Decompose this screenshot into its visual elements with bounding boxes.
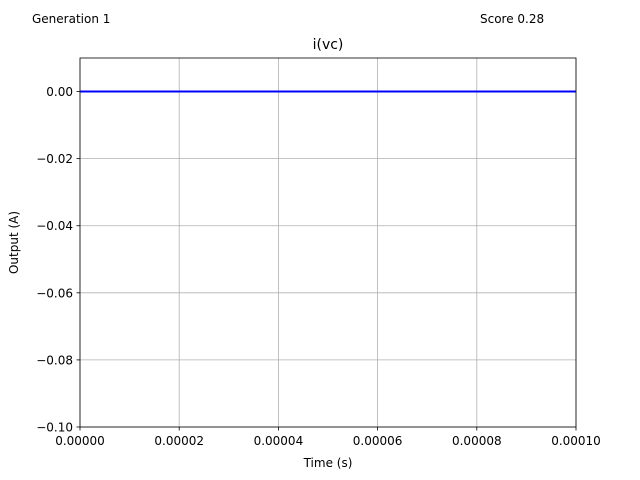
- x-tick-label: 0.00002: [154, 434, 204, 448]
- y-axis-label: Output (A): [7, 211, 21, 274]
- x-tick-label: 0.00004: [254, 434, 304, 448]
- axis-ticks: 0.00000 0.00002 0.00004 0.00006 0.00008 0.000…: [36, 85, 601, 448]
- y-tick-label: −0.08: [36, 353, 73, 367]
- y-tick-label: −0.10: [36, 421, 73, 435]
- grid-lines: [79, 58, 577, 428]
- x-axis-label: Time (s): [303, 456, 353, 470]
- y-tick-label: −0.02: [36, 152, 73, 166]
- generation-label: Generation 1: [32, 12, 111, 26]
- y-tick-label: −0.04: [36, 219, 73, 233]
- chart-title: i(vc): [313, 37, 344, 53]
- x-tick-label: 0.00006: [353, 434, 403, 448]
- plot-frame: [79, 57, 577, 428]
- x-tick-label: 0.00010: [551, 434, 601, 448]
- x-tick-label: 0.00000: [55, 434, 105, 448]
- score-label: Score 0.28: [480, 12, 545, 26]
- y-tick-label: −0.06: [36, 286, 73, 300]
- x-tick-label: 0.00008: [452, 434, 502, 448]
- y-tick-label: 0.00: [46, 85, 73, 99]
